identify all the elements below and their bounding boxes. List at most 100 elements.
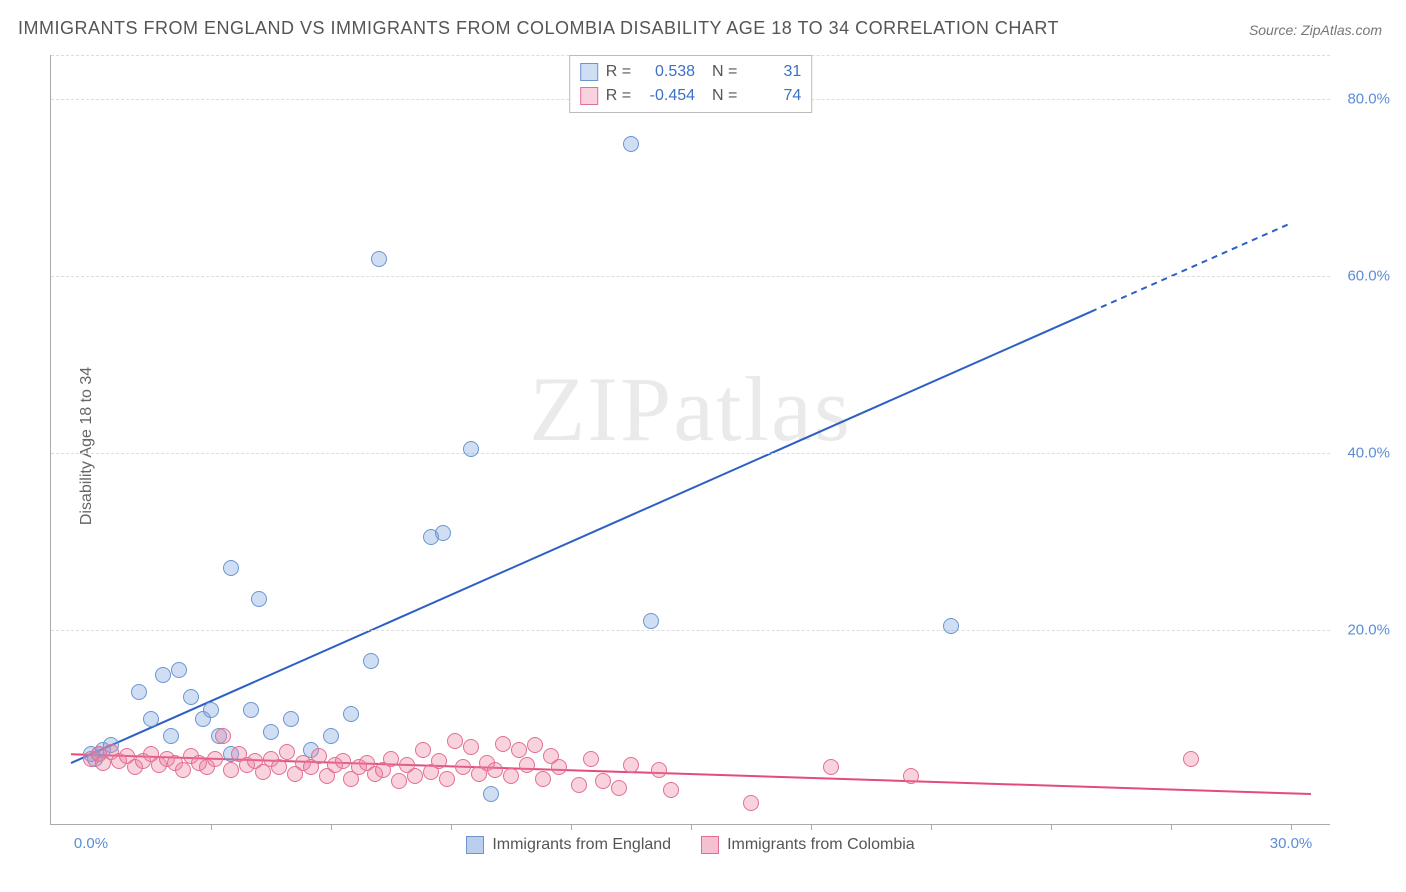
- series-legend: Immigrants from England Immigrants from C…: [51, 836, 1330, 854]
- x-tick-mark: [811, 824, 812, 830]
- data-point: [1183, 751, 1199, 767]
- data-point: [611, 780, 627, 796]
- data-point: [439, 771, 455, 787]
- legend-series-item: Immigrants from Colombia: [701, 836, 915, 854]
- data-point: [383, 751, 399, 767]
- legend-stat-row: R = -0.454 N = 74: [580, 84, 802, 108]
- data-point: [263, 724, 279, 740]
- data-point: [487, 762, 503, 778]
- data-point: [283, 711, 299, 727]
- legend-series-label: Immigrants from England: [492, 836, 671, 854]
- data-point: [203, 702, 219, 718]
- data-point: [311, 748, 327, 764]
- data-point: [363, 653, 379, 669]
- data-point: [391, 773, 407, 789]
- data-point: [323, 728, 339, 744]
- stat-n-value: 74: [745, 84, 801, 108]
- data-point: [171, 662, 187, 678]
- data-point: [279, 744, 295, 760]
- stat-n-label: N =: [703, 84, 737, 108]
- data-point: [623, 757, 639, 773]
- data-point: [155, 667, 171, 683]
- data-point: [415, 742, 431, 758]
- x-tick-label: 30.0%: [1270, 835, 1313, 852]
- data-point: [503, 768, 519, 784]
- data-point: [643, 613, 659, 629]
- data-point: [223, 762, 239, 778]
- x-tick-mark: [931, 824, 932, 830]
- legend-series-label: Immigrants from Colombia: [727, 836, 915, 854]
- data-point: [431, 753, 447, 769]
- data-point: [535, 771, 551, 787]
- data-point: [595, 773, 611, 789]
- x-tick-mark: [331, 824, 332, 830]
- data-point: [623, 136, 639, 152]
- x-tick-label: 0.0%: [74, 835, 108, 852]
- y-tick-label: 60.0%: [1335, 268, 1390, 285]
- x-tick-mark: [571, 824, 572, 830]
- gridline-h: [51, 630, 1330, 631]
- data-point: [483, 786, 499, 802]
- data-point: [371, 251, 387, 267]
- stat-n-label: N =: [703, 60, 737, 84]
- stat-r-value: -0.454: [639, 84, 695, 108]
- trend-line: [1091, 223, 1291, 312]
- data-point: [583, 751, 599, 767]
- data-point: [447, 733, 463, 749]
- data-point: [435, 525, 451, 541]
- data-point: [463, 441, 479, 457]
- legend-swatch: [580, 63, 598, 81]
- stat-r-value: 0.538: [639, 60, 695, 84]
- data-point: [163, 728, 179, 744]
- data-point: [743, 795, 759, 811]
- data-point: [207, 751, 223, 767]
- data-point: [215, 728, 231, 744]
- stat-r-label: R =: [606, 84, 631, 108]
- data-point: [271, 759, 287, 775]
- data-point: [495, 736, 511, 752]
- gridline-h: [51, 276, 1330, 277]
- data-point: [519, 757, 535, 773]
- legend-swatch: [701, 836, 719, 854]
- data-point: [343, 706, 359, 722]
- data-point: [903, 768, 919, 784]
- stat-r-label: R =: [606, 60, 631, 84]
- data-point: [335, 753, 351, 769]
- source-attribution: Source: ZipAtlas.com: [1249, 22, 1382, 38]
- data-point: [551, 759, 567, 775]
- x-tick-mark: [1171, 824, 1172, 830]
- data-point: [663, 782, 679, 798]
- y-tick-label: 20.0%: [1335, 622, 1390, 639]
- data-point: [223, 560, 239, 576]
- x-tick-mark: [451, 824, 452, 830]
- data-point: [243, 702, 259, 718]
- y-tick-label: 80.0%: [1335, 91, 1390, 108]
- data-point: [175, 762, 191, 778]
- data-point: [943, 618, 959, 634]
- stat-n-value: 31: [745, 60, 801, 84]
- data-point: [183, 689, 199, 705]
- data-point: [651, 762, 667, 778]
- y-tick-label: 40.0%: [1335, 445, 1390, 462]
- data-point: [527, 737, 543, 753]
- data-point: [251, 591, 267, 607]
- x-tick-mark: [1291, 824, 1292, 830]
- legend-swatch: [580, 87, 598, 105]
- data-point: [571, 777, 587, 793]
- legend-stat-row: R = 0.538 N = 31: [580, 60, 802, 84]
- data-point: [131, 684, 147, 700]
- x-tick-mark: [211, 824, 212, 830]
- x-tick-mark: [1051, 824, 1052, 830]
- scatter-plot-area: ZIPatlas R =0.538 N =31R =-0.454 N =74 I…: [50, 55, 1330, 825]
- data-point: [407, 768, 423, 784]
- legend-swatch: [466, 836, 484, 854]
- data-point: [511, 742, 527, 758]
- data-point: [143, 711, 159, 727]
- data-point: [823, 759, 839, 775]
- data-point: [463, 739, 479, 755]
- correlation-legend: R = 0.538 N = 31 R = -0.454 N = 74: [569, 55, 813, 113]
- chart-title: IMMIGRANTS FROM ENGLAND VS IMMIGRANTS FR…: [18, 18, 1059, 39]
- trend-line: [71, 312, 1091, 763]
- x-tick-mark: [691, 824, 692, 830]
- data-point: [455, 759, 471, 775]
